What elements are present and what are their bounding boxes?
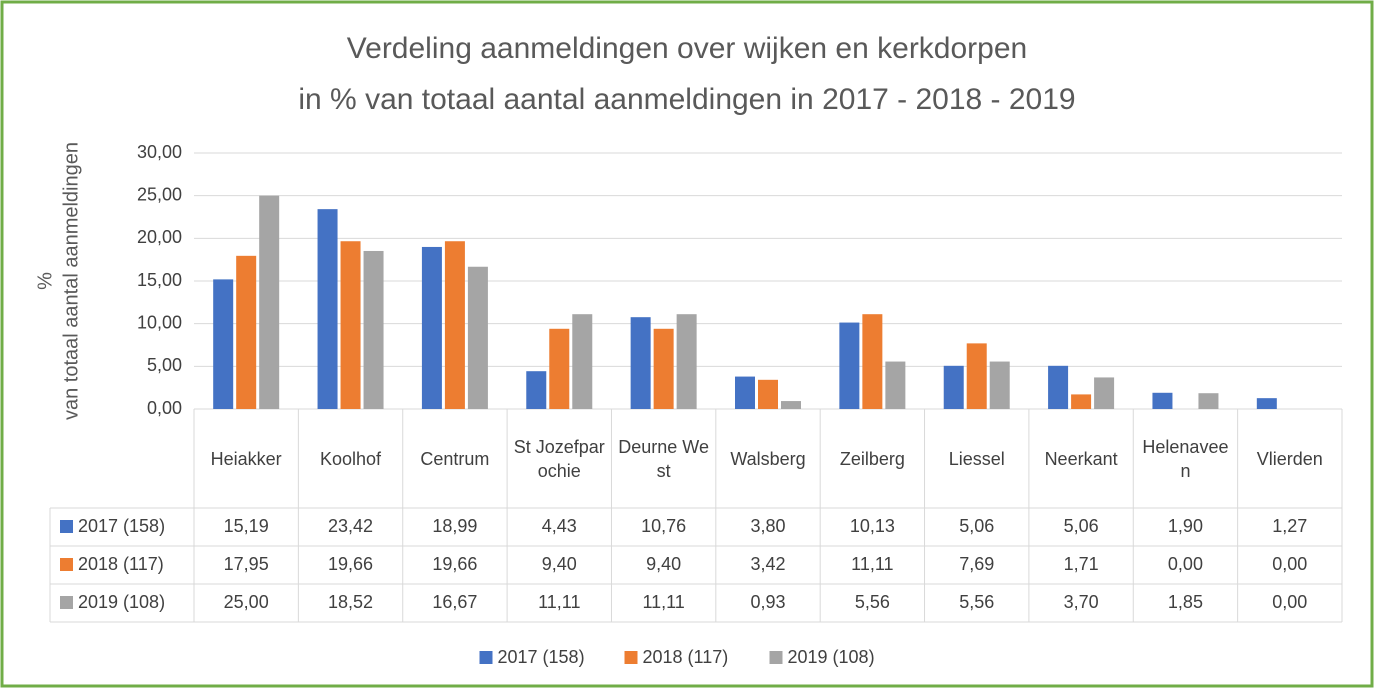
x-tick-label: Centrum <box>420 448 490 469</box>
bar <box>1071 394 1092 409</box>
table-value: 9,40 <box>646 554 681 574</box>
bar <box>839 322 860 409</box>
bar <box>758 379 778 409</box>
bar <box>549 328 570 409</box>
x-tick-label: Neerkant <box>1044 448 1118 469</box>
table-value: 11,11 <box>538 592 580 612</box>
y-tick-label: 20,00 <box>137 227 182 247</box>
x-tick-label: Koolhof <box>320 448 382 469</box>
y-tick-label: 30,00 <box>137 142 182 162</box>
table-value: 0,93 <box>750 592 785 612</box>
legend-label: 2019 (108) <box>788 647 875 667</box>
table-value: 18,52 <box>328 592 373 612</box>
bar <box>676 314 697 409</box>
bar <box>363 250 384 409</box>
table-value: 0,00 <box>1168 554 1203 574</box>
table-value: 15,19 <box>224 516 269 536</box>
legend-key <box>60 596 73 609</box>
table-value: 3,70 <box>1064 592 1099 612</box>
chart-title: Verdeling aanmeldingen over wijken en ke… <box>347 32 1027 65</box>
bar <box>781 401 801 409</box>
table-value: 18,99 <box>432 516 477 536</box>
x-tick-label: Liessel <box>948 448 1005 469</box>
table-value: 0,00 <box>1272 554 1307 574</box>
x-tick-label: Vlierden <box>1256 448 1323 469</box>
y-tick-label: 5,00 <box>147 355 182 375</box>
x-tick-label: Deurne West <box>618 436 709 481</box>
table-value: 17,95 <box>224 554 269 574</box>
bar <box>259 195 280 409</box>
row-label: 2018 (117) <box>78 554 164 574</box>
legend-label: 2018 (117) <box>643 647 729 667</box>
legend-key <box>60 520 73 533</box>
bar <box>421 246 442 409</box>
table-value: 0,00 <box>1272 592 1307 612</box>
bar <box>943 365 964 409</box>
table-value: 4,43 <box>542 516 577 536</box>
chart-title: in % van totaal aantal aanmeldingen in 2… <box>298 83 1075 116</box>
table-value: 5,56 <box>855 592 890 612</box>
bar <box>989 361 1010 409</box>
y-axis-label: van totaal aantal aanmeldingen <box>60 142 82 420</box>
bar <box>653 328 674 409</box>
table-value: 1,85 <box>1168 592 1203 612</box>
table-value: 11,11 <box>851 554 893 574</box>
bar <box>1198 393 1219 409</box>
y-tick-label: 15,00 <box>137 270 182 290</box>
bar <box>213 279 234 409</box>
row-label: 2019 (108) <box>78 592 165 612</box>
bar <box>630 317 651 409</box>
bar <box>236 255 257 409</box>
table-value: 3,80 <box>750 516 785 536</box>
table-value: 10,76 <box>641 516 686 536</box>
y-tick-label: 10,00 <box>137 312 182 332</box>
table-value: 1,90 <box>1168 516 1203 536</box>
bar <box>467 266 488 409</box>
x-tick-label: Helenaveen <box>1142 436 1229 481</box>
x-tick-label: Zeilberg <box>839 448 905 469</box>
bar <box>444 241 465 409</box>
bar <box>966 343 987 409</box>
table-value: 11,11 <box>642 592 684 612</box>
x-tick-label: St Jozefparochie <box>513 436 605 481</box>
bar <box>526 371 547 409</box>
bar <box>340 241 361 409</box>
bar <box>885 361 906 409</box>
table-value: 16,67 <box>432 592 477 612</box>
table-value: 23,42 <box>328 516 373 536</box>
table-value: 7,69 <box>959 554 994 574</box>
table-value: 10,13 <box>850 516 895 536</box>
table-value: 19,66 <box>432 554 477 574</box>
table-value: 5,06 <box>1064 516 1099 536</box>
legend-key <box>769 651 783 664</box>
y-axis-label: % <box>34 272 56 290</box>
table-value: 5,56 <box>959 592 994 612</box>
table-value: 5,06 <box>959 516 994 536</box>
table-value: 1,71 <box>1064 554 1099 574</box>
y-tick-label: 25,00 <box>137 184 182 204</box>
table-value: 19,66 <box>328 554 373 574</box>
table-value: 3,42 <box>750 554 785 574</box>
x-tick-label: Heiakker <box>210 448 282 469</box>
y-tick-label: 0,00 <box>147 398 182 418</box>
table-value: 1,27 <box>1272 516 1307 536</box>
legend-key <box>624 651 638 664</box>
bar <box>1048 365 1069 409</box>
table-value: 9,40 <box>542 554 577 574</box>
row-label: 2017 (158) <box>78 516 165 536</box>
bar <box>1094 377 1115 409</box>
bar <box>1256 398 1277 409</box>
bar <box>735 376 755 409</box>
legend-key <box>479 651 493 664</box>
bar <box>862 314 883 409</box>
x-tick-label: Walsberg <box>730 448 806 469</box>
bar <box>1152 392 1173 409</box>
bar <box>317 209 338 409</box>
legend-label: 2017 (158) <box>498 647 585 667</box>
bar <box>572 314 593 409</box>
legend-key <box>60 558 73 571</box>
table-value: 25,00 <box>224 592 269 612</box>
